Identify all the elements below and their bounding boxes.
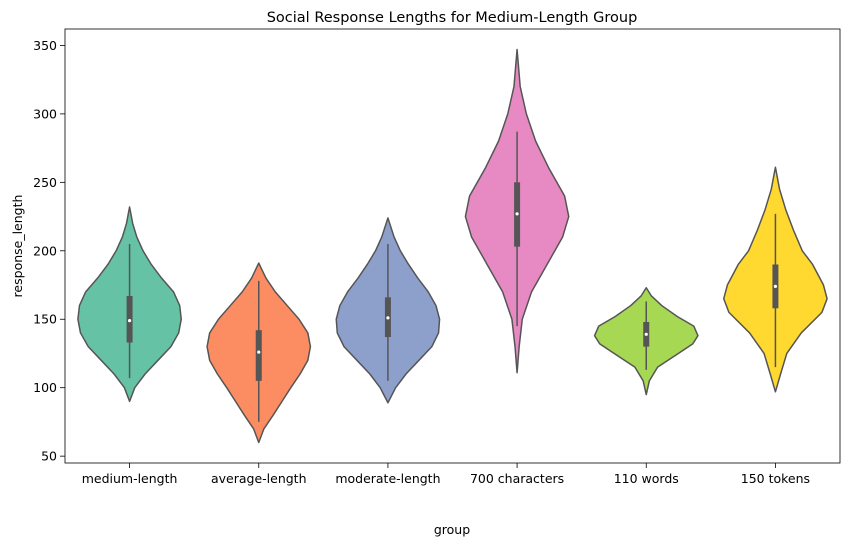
x-axis-title: group [434, 522, 470, 537]
violin-moderate-length [335, 217, 441, 404]
y-tick-label: 150 [33, 312, 57, 327]
violin-150-tokens [723, 166, 828, 393]
y-tick-label: 300 [33, 106, 57, 121]
violin-median-dot [644, 332, 648, 336]
x-tick-label: medium-length [82, 471, 178, 486]
y-axis-title: response_length [10, 195, 25, 298]
violin-median-dot [386, 316, 390, 320]
violin-medium-length [77, 206, 182, 403]
y-tick-label: 200 [33, 243, 57, 258]
x-tick-label: moderate-length [335, 471, 440, 486]
y-tick-label: 100 [33, 380, 57, 395]
violins [77, 48, 828, 444]
x-axis: medium-length average-length moderate-leng… [82, 463, 810, 486]
violin-median-dot [773, 284, 778, 288]
violin-700-characters [464, 48, 570, 374]
x-tick-label: 110 words [614, 471, 679, 486]
y-tick-label: 350 [33, 38, 57, 53]
y-tick-label: 250 [33, 175, 57, 190]
violin-median-dot [257, 350, 261, 354]
violin-median-dot [127, 319, 132, 323]
x-tick-label: 150 tokens [741, 471, 810, 486]
chart-title: Social Response Lengths for Medium-Lengt… [267, 10, 638, 26]
violin-median-dot [515, 212, 519, 216]
x-tick-label: 700 characters [470, 471, 564, 486]
plot-frame [64, 28, 841, 464]
violin-110-words [593, 287, 699, 396]
y-axis: 50 100 150 200 250 300 350 [33, 38, 65, 464]
violin-average-length [206, 262, 312, 444]
y-tick-label: 50 [41, 449, 57, 464]
x-tick-label: average-length [211, 471, 307, 486]
violin-iqr-box [255, 330, 262, 381]
